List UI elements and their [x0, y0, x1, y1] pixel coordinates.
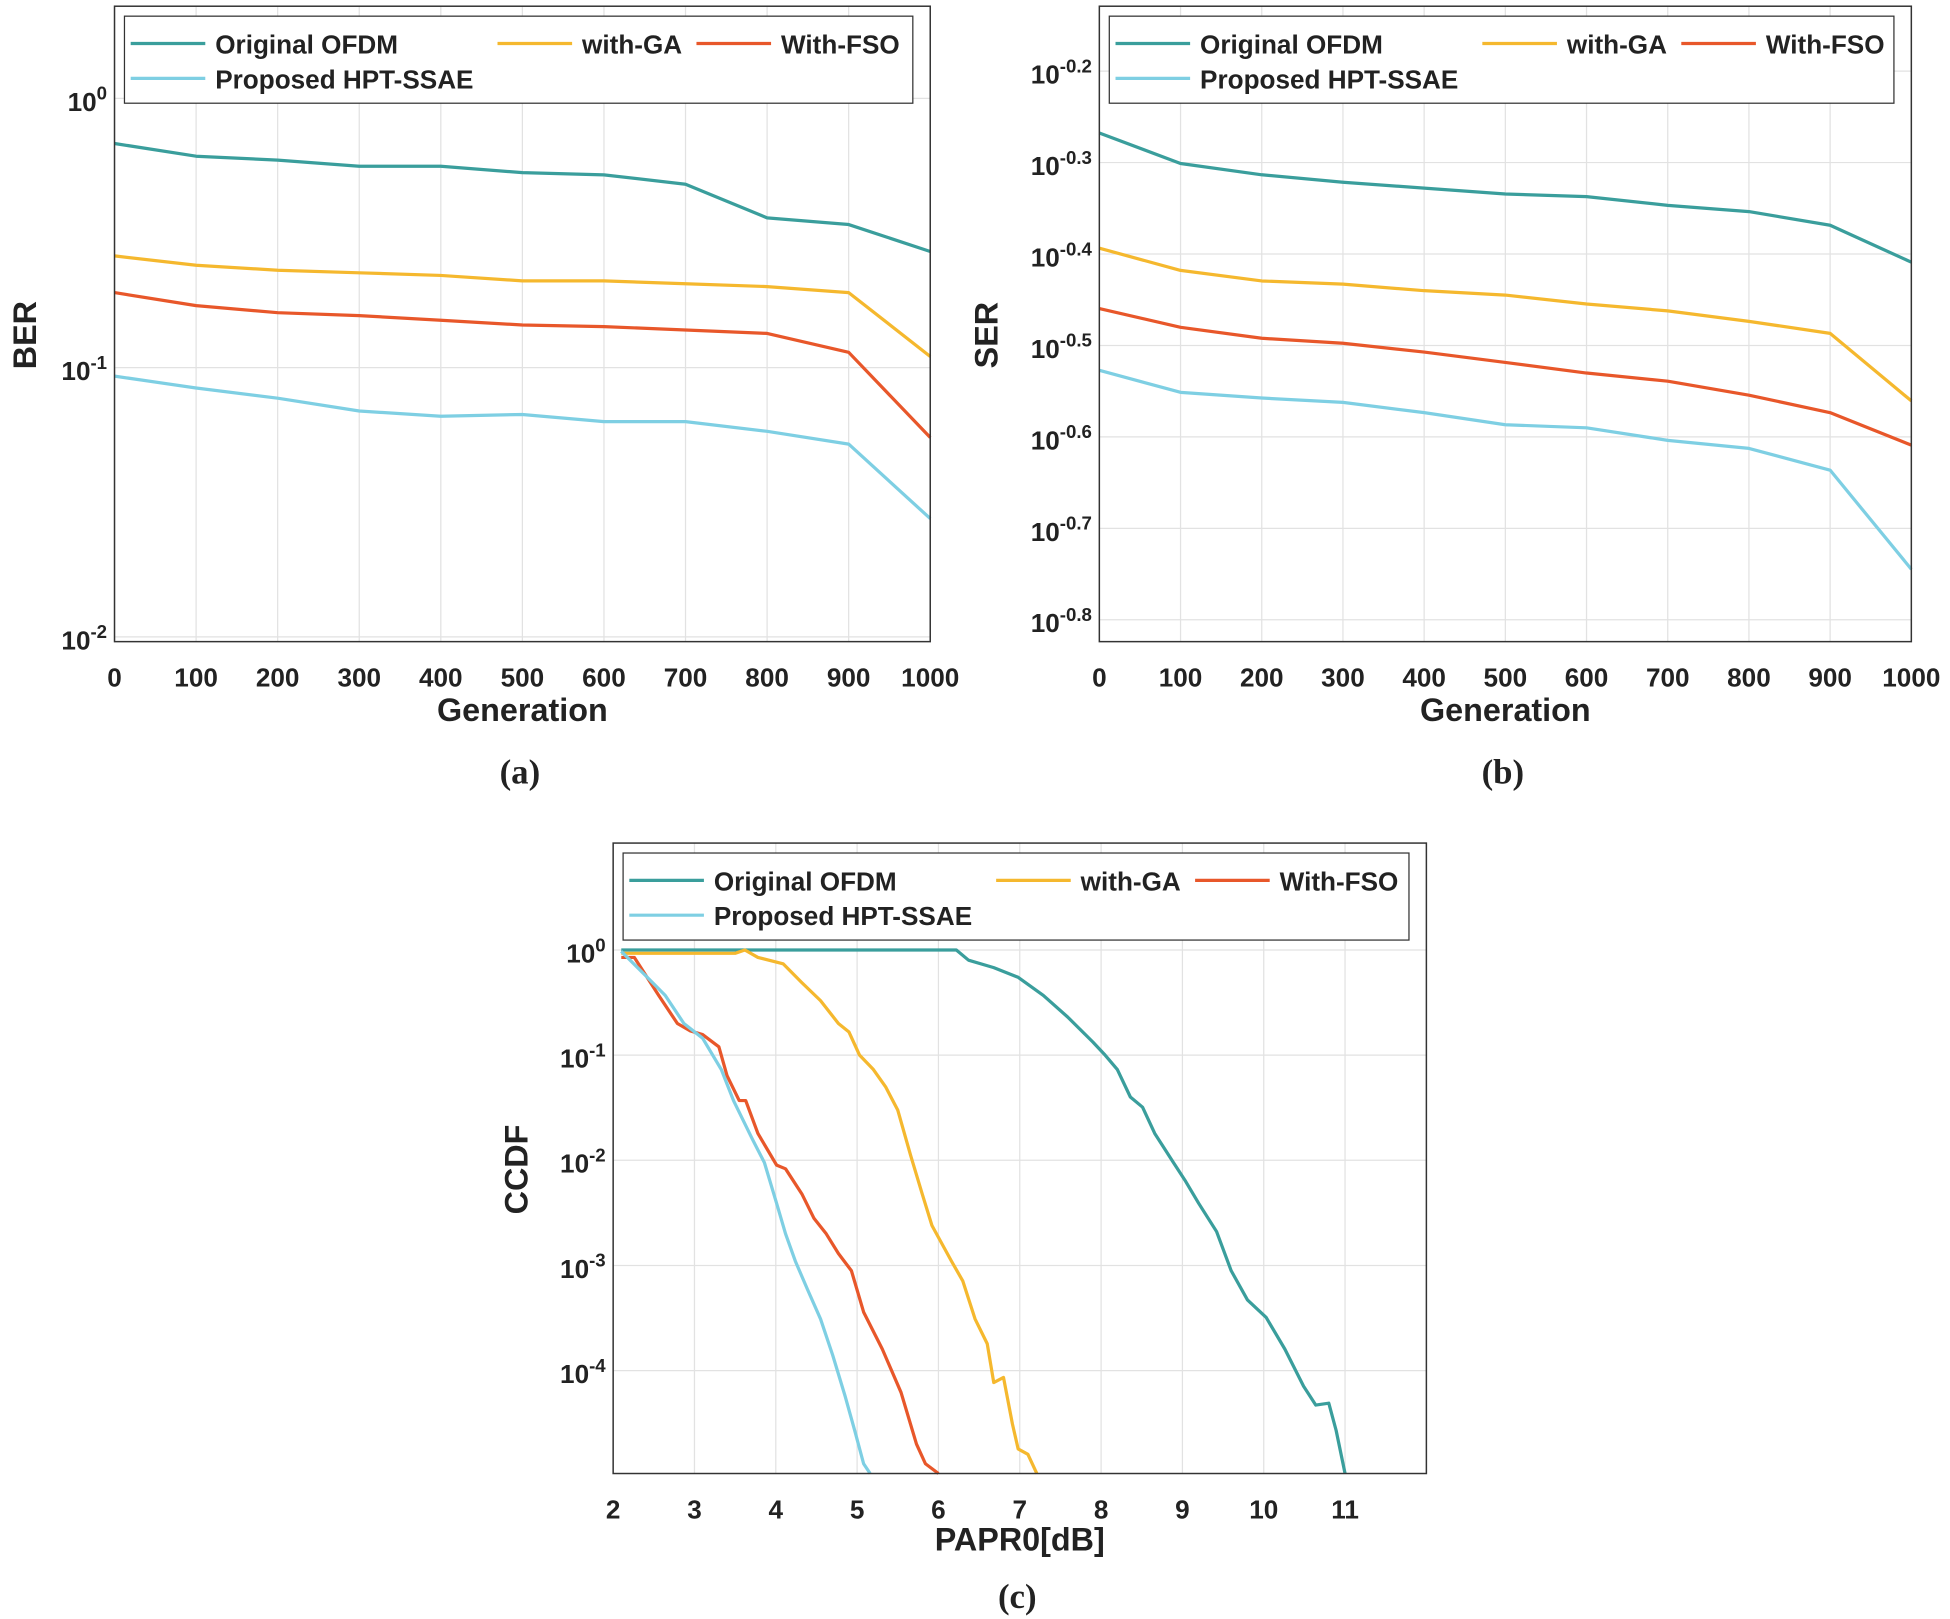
x-tick-label: 4 — [769, 1494, 784, 1524]
x-tick-label: 1000 — [1882, 662, 1940, 692]
y-tick-label: 10-0.3 — [1031, 147, 1092, 181]
x-tick-label: 100 — [174, 662, 218, 692]
series-line — [1098, 306, 1912, 447]
y-tick-label: 10-0.4 — [1031, 238, 1093, 272]
series-line — [1098, 131, 1913, 264]
y-tick-label: 10-3 — [560, 1250, 606, 1284]
y-tick-label: 10-1 — [560, 1039, 606, 1073]
y-tick-label: 10-0.2 — [1031, 55, 1092, 89]
legend-label: with-GA — [1080, 866, 1181, 896]
x-tick-label: 400 — [1402, 662, 1446, 692]
x-tick-label: 1000 — [901, 662, 959, 692]
series-line — [621, 948, 1039, 1475]
legend-box — [123, 15, 914, 104]
series-line — [114, 290, 932, 439]
x-tick-label: 200 — [1240, 662, 1284, 692]
y-tick-label: 100 — [68, 83, 107, 117]
plot-frame — [1098, 5, 1913, 643]
y-tick-label: 10-0.5 — [1031, 330, 1092, 364]
x-tick-label: 700 — [1646, 662, 1690, 692]
series-line — [620, 950, 872, 1475]
x-tick-label: 10 — [1249, 1494, 1278, 1524]
x-tick-label: 9 — [1175, 1494, 1190, 1524]
y-tick-label: 10-0.6 — [1031, 421, 1092, 455]
x-tick-label: 5 — [850, 1494, 865, 1524]
legend-label: With-FSO — [1766, 29, 1885, 59]
legend-label: With-FSO — [1280, 866, 1399, 896]
x-axis-label: PAPR0[dB] — [935, 1522, 1105, 1558]
series-line — [114, 374, 932, 520]
legend-box — [1108, 15, 1895, 104]
series-line — [1098, 246, 1913, 403]
x-tick-label: 11 — [1331, 1494, 1359, 1524]
y-axis-label: SER — [968, 302, 1004, 368]
x-tick-label: 900 — [1808, 662, 1852, 692]
y-axis-label: BER — [7, 301, 43, 369]
legend-label: With-FSO — [781, 29, 900, 59]
x-tick-label: 2 — [606, 1494, 621, 1524]
x-axis-label: Generation — [1420, 692, 1591, 728]
x-tick-label: 400 — [419, 662, 463, 692]
x-tick-label: 500 — [501, 662, 545, 692]
series-line — [114, 254, 932, 358]
y-tick-label: 10-4 — [560, 1355, 606, 1389]
y-tick-label: 10-2 — [560, 1145, 606, 1179]
legend-label: Proposed HPT-SSAE — [215, 64, 473, 94]
series-line — [1098, 368, 1913, 571]
legend-label: Proposed HPT-SSAE — [714, 901, 972, 931]
y-tick-label: 10-0.8 — [1031, 604, 1092, 638]
x-tick-label: 500 — [1484, 662, 1528, 692]
x-tick-label: 8 — [1094, 1494, 1109, 1524]
caption: (b) — [1482, 752, 1525, 791]
x-tick-label: 800 — [1727, 662, 1771, 692]
y-tick-label: 10-0.7 — [1031, 513, 1092, 547]
x-tick-label: 100 — [1159, 662, 1203, 692]
legend-label: Original OFDM — [1200, 29, 1383, 59]
x-tick-label: 300 — [337, 662, 381, 692]
legend-box — [622, 852, 1410, 941]
legend-label: Proposed HPT-SSAE — [1200, 64, 1458, 94]
series-line — [621, 955, 940, 1475]
series-line — [114, 141, 931, 254]
x-tick-label: 900 — [827, 662, 871, 692]
x-tick-label: 3 — [687, 1494, 702, 1524]
series-line — [621, 948, 1347, 1474]
y-tick-label: 10-2 — [61, 621, 107, 655]
x-tick-label: 7 — [1012, 1494, 1027, 1524]
x-axis-label: Generation — [437, 692, 608, 728]
x-tick-label: 800 — [745, 662, 789, 692]
legend-label: Original OFDM — [215, 29, 398, 59]
caption: (a) — [500, 752, 541, 791]
caption: (c) — [998, 1577, 1037, 1616]
y-axis-label: CCDF — [498, 1125, 534, 1215]
plot-frame — [612, 842, 1428, 1475]
legend-label: Original OFDM — [714, 866, 897, 896]
x-tick-label: 600 — [1565, 662, 1609, 692]
x-tick-label: 0 — [1092, 662, 1107, 692]
plot-frame — [113, 5, 931, 643]
legend-label: with-GA — [581, 29, 682, 59]
x-tick-label: 300 — [1321, 662, 1365, 692]
x-tick-label: 0 — [107, 662, 122, 692]
y-tick-label: 10-1 — [61, 352, 107, 386]
x-tick-label: 200 — [256, 662, 300, 692]
y-tick-label: 100 — [566, 934, 605, 968]
legend-label: with-GA — [1566, 29, 1667, 59]
x-tick-label: 700 — [664, 662, 708, 692]
x-tick-label: 6 — [931, 1494, 946, 1524]
x-tick-label: 600 — [582, 662, 626, 692]
